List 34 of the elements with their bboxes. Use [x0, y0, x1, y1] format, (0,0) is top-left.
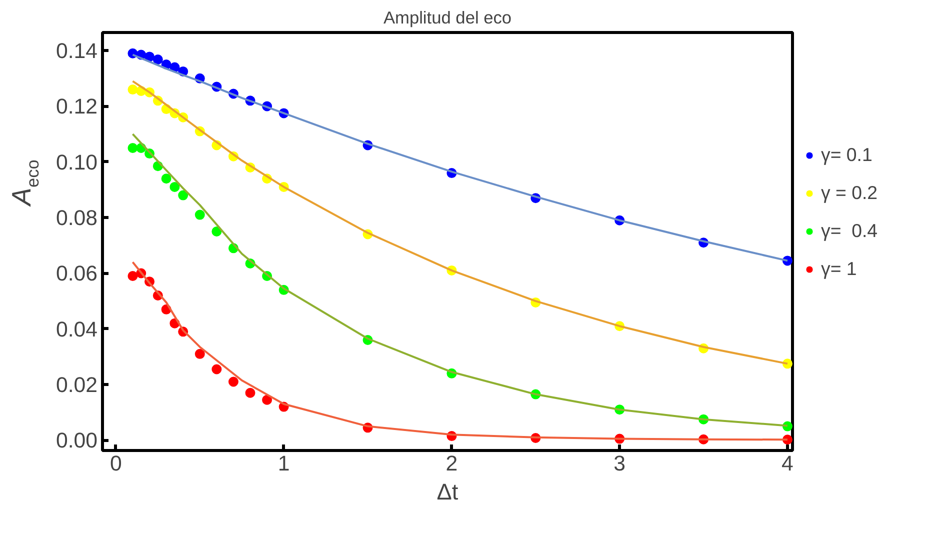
y-tick-label: 0.02	[56, 373, 98, 398]
point	[194, 348, 205, 359]
x-tick-label: 4	[782, 452, 794, 476]
x-tick-label: 2	[446, 452, 458, 476]
point	[262, 394, 272, 405]
legend-label: γ= 0.4	[821, 220, 878, 242]
y-tick-label: 0.08	[56, 206, 98, 230]
x-axis-title: Δt	[436, 478, 459, 504]
point	[194, 210, 205, 220]
y-tick-label: 0.06	[56, 262, 98, 286]
y-tick-label: 0.04	[56, 317, 98, 342]
legend-label: γ= 1	[821, 258, 857, 280]
chart-title: Amplitud del eco	[383, 8, 512, 28]
y-tick-label: 0.00	[56, 428, 98, 453]
point	[152, 54, 163, 64]
point	[128, 271, 138, 281]
legend-label: γ = 0.2	[821, 182, 878, 204]
point	[178, 190, 188, 200]
point	[128, 84, 138, 95]
legend-label: γ= 0.1	[821, 144, 872, 166]
point	[128, 143, 138, 153]
x-tick-label: 1	[278, 452, 290, 476]
point	[212, 364, 222, 374]
point	[228, 376, 238, 387]
x-tick-label: 0	[110, 452, 122, 476]
point	[170, 182, 180, 192]
point	[161, 174, 172, 184]
x-tick-label: 3	[614, 452, 626, 476]
y-tick-label: 0.14	[56, 39, 98, 64]
y-tick-label: 0.12	[56, 94, 98, 119]
y-axis-title: Aeco	[6, 160, 42, 208]
point	[245, 388, 256, 398]
point	[212, 226, 222, 236]
y-tick-label: 0.10	[56, 150, 98, 174]
